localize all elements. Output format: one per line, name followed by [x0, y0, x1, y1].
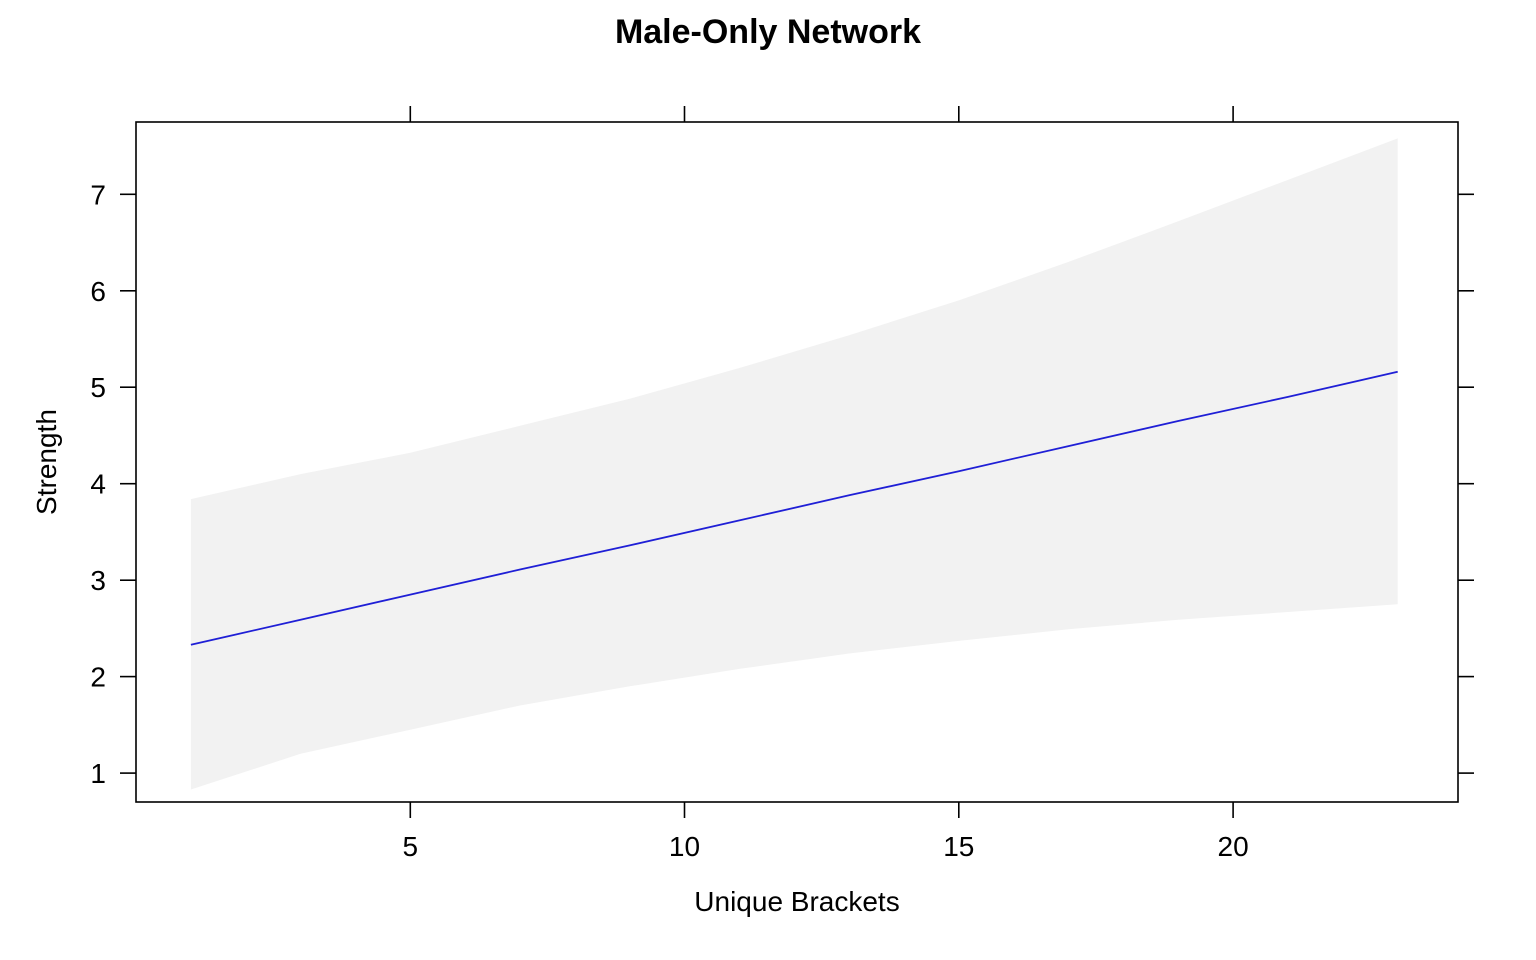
x-axis-label: Unique Brackets [694, 886, 899, 917]
y-axis-label: Strength [31, 409, 62, 515]
y-tick-label: 7 [90, 179, 106, 210]
x-axis-top-ticks [409, 106, 1234, 122]
confidence-band [190, 138, 1398, 790]
y-tick-label: 1 [90, 758, 106, 789]
x-tick-label: 5 [403, 831, 419, 862]
x-axis-bottom-ticks [409, 802, 1234, 818]
y-axis-tick-labels: 1 2 3 4 5 6 7 [90, 179, 106, 789]
x-axis-tick-labels: 5 10 15 20 [403, 831, 1249, 862]
y-axis-right-ticks [1458, 193, 1474, 774]
y-axis-left-ticks [120, 193, 136, 774]
y-tick-label: 4 [90, 469, 106, 500]
x-tick-label: 20 [1218, 831, 1249, 862]
y-tick-label: 3 [90, 565, 106, 596]
y-tick-label: 5 [90, 372, 106, 403]
x-tick-label: 10 [669, 831, 700, 862]
x-tick-label: 15 [943, 831, 974, 862]
fit-line [190, 370, 1398, 646]
chart-title: Male-Only Network [615, 13, 921, 51]
plot-frame [135, 121, 1459, 803]
confidence-band-layer [190, 138, 1398, 790]
fit-line-layer [190, 370, 1398, 646]
y-tick-label: 2 [90, 662, 106, 693]
y-tick-label: 6 [90, 276, 106, 307]
